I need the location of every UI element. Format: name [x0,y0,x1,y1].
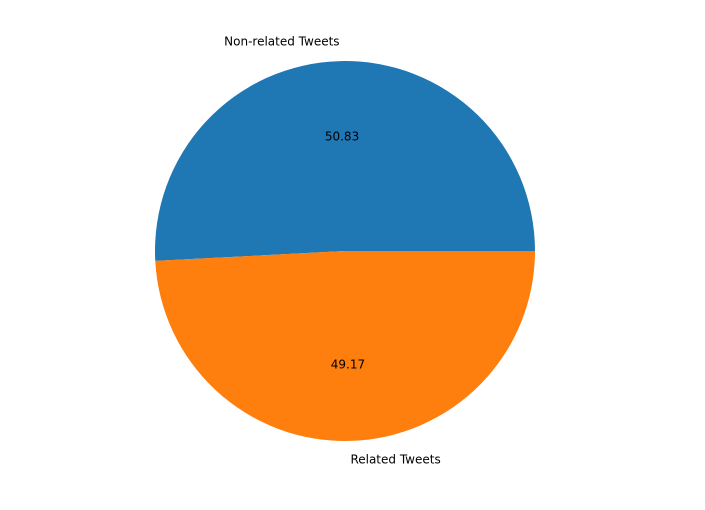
pie-slice-non-related [155,61,535,261]
slice-label-non-related: Non-related Tweets [224,35,339,49]
slice-percent-non-related: 50.83 [325,130,359,144]
pie-slice-related [155,251,536,442]
pie-labels: Non-related Tweets Related Tweets 50.83 … [224,35,441,467]
slice-percent-related: 49.17 [331,357,365,371]
slice-label-related: Related Tweets [350,452,440,466]
pie-slices [155,61,536,442]
